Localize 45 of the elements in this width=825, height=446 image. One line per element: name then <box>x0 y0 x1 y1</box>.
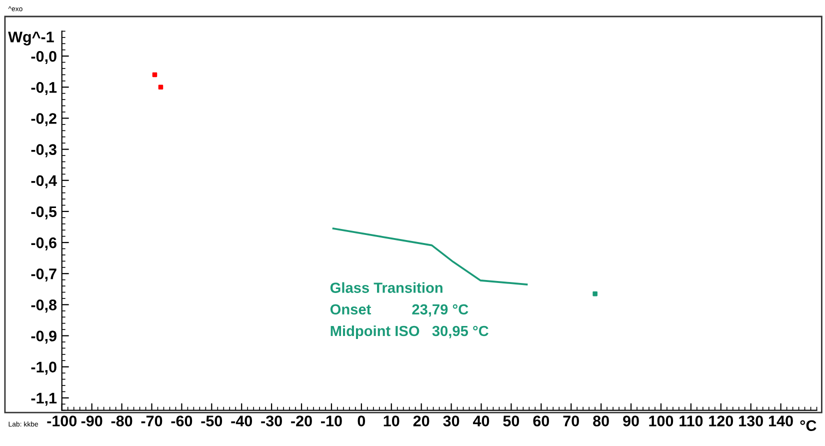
point <box>158 84 164 90</box>
x-tick-label: 20 <box>413 416 430 426</box>
y-tick-label: -0,1 <box>31 82 57 96</box>
x-tick-label: -60 <box>171 416 192 426</box>
y-tick-label: -0,7 <box>31 268 56 282</box>
x-tick-label: 110 <box>680 416 703 426</box>
y-tick-label: -0,4 <box>31 175 57 188</box>
point <box>592 291 598 296</box>
x-tick-label: 90 <box>623 416 639 426</box>
x-tick-label: -80 <box>111 416 132 426</box>
y-tick-label: -0,3 <box>31 144 56 158</box>
x-tick-label: 80 <box>593 416 609 426</box>
x-tick-label: 0 <box>358 416 366 426</box>
x-tick-label: -90 <box>81 416 102 426</box>
x-tick-label: 50 <box>503 416 520 426</box>
y-tick-label: -0,9 <box>31 330 56 344</box>
y-tick-label: -0,0 <box>31 50 56 64</box>
x-tick-label: 10 <box>384 416 400 426</box>
annotation: Glass Transition <box>330 282 442 293</box>
x-tick-label: -50 <box>201 416 222 426</box>
x-tick-label: -40 <box>231 416 252 426</box>
x-tick-label: 60 <box>533 416 550 426</box>
x-tick-label: 120 <box>709 416 734 426</box>
x-tick-label: -10 <box>321 416 342 426</box>
y-tick-label: -0,8 <box>31 300 57 313</box>
point <box>152 72 158 78</box>
x-tick-label: 140 <box>769 416 793 426</box>
y-tick-label: -0,6 <box>31 237 56 250</box>
y-tick-label: -1,0 <box>31 362 56 375</box>
x-tick-label: 40 <box>472 416 490 426</box>
x-axis-title: °C <box>800 420 816 432</box>
y-tick-label: -0,5 <box>31 206 57 220</box>
x-tick-label: -70 <box>141 416 162 426</box>
x-tick-label: 70 <box>563 416 579 426</box>
x-tick-label: 30 <box>443 416 460 426</box>
y-axis-title: Wg^-1 <box>8 32 54 46</box>
annotation: Midpoint ISO 30,95 °C <box>330 325 488 340</box>
y-tick-label: -0,2 <box>31 113 56 126</box>
x-tick-label: -100 <box>47 416 77 426</box>
x-tick-label: 130 <box>739 416 763 426</box>
x-tick-label: -30 <box>261 416 282 426</box>
y-tick-label: -1,1 <box>31 392 57 406</box>
annotation: Onset 23,79 °C <box>330 304 468 317</box>
x-tick-label: 100 <box>649 416 674 426</box>
x-tick-label: -20 <box>291 416 312 426</box>
